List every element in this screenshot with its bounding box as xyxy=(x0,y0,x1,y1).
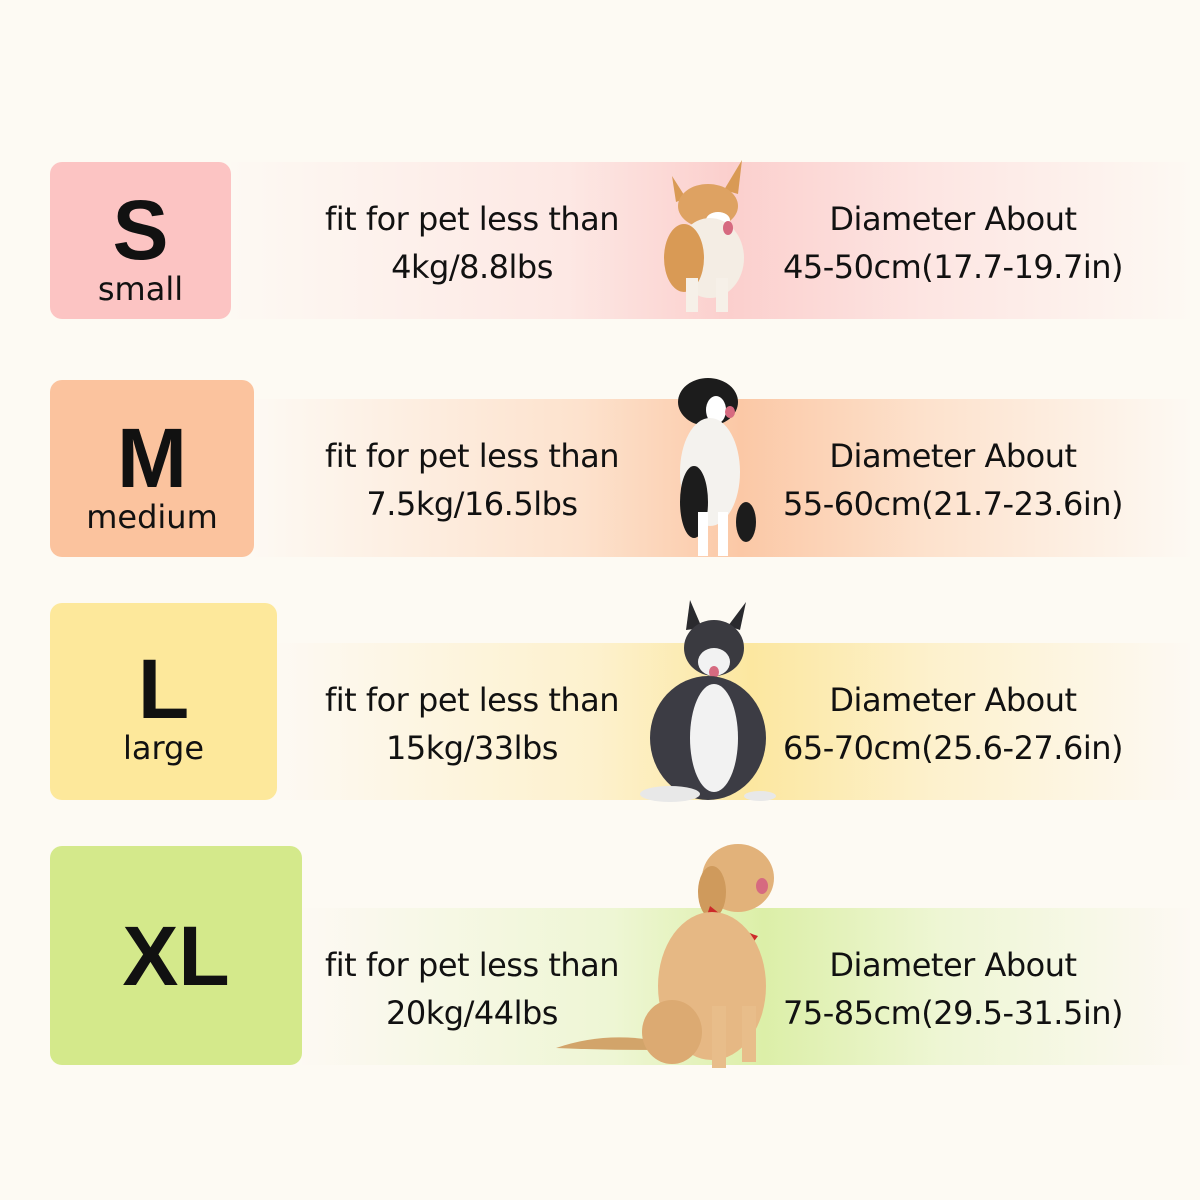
size-badge: S small xyxy=(50,162,231,319)
size-badge: M medium xyxy=(50,380,254,557)
size-letter: L xyxy=(137,641,190,736)
weight-value: 20kg/44lbs xyxy=(386,994,558,1032)
weight-value: 15kg/33lbs xyxy=(386,729,558,767)
size-name: medium xyxy=(86,497,218,536)
weight-value: 7.5kg/16.5lbs xyxy=(366,485,578,523)
size-name: large xyxy=(122,728,205,767)
size-badge: L large xyxy=(50,603,277,800)
size-badge: XL xyxy=(50,846,302,1065)
size-letter: XL xyxy=(122,908,230,1003)
husky-image xyxy=(640,600,776,802)
bed-diameter: Diameter About 55-60cm(21.7-23.6in) xyxy=(780,432,1126,528)
weight-label: fit for pet less than xyxy=(324,681,620,719)
diameter-value: 65-70cm(25.6-27.6in) xyxy=(783,729,1123,767)
bed-diameter: Diameter About 65-70cm(25.6-27.6in) xyxy=(780,676,1126,772)
diameter-label: Diameter About xyxy=(829,200,1077,238)
bed-diameter: Diameter About 75-85cm(29.5-31.5in) xyxy=(780,941,1126,1037)
size-name: small xyxy=(97,269,184,308)
weight-limit: fit for pet less than 20kg/44lbs xyxy=(312,941,632,1037)
bed-diameter: Diameter About 45-50cm(17.7-19.7in) xyxy=(780,195,1126,291)
diameter-label: Diameter About xyxy=(829,437,1077,475)
diameter-label: Diameter About xyxy=(829,946,1077,984)
weight-label: fit for pet less than xyxy=(324,200,620,238)
corgi-image xyxy=(664,160,744,312)
diameter-value: 45-50cm(17.7-19.7in) xyxy=(783,248,1123,286)
weight-label: fit for pet less than xyxy=(324,946,620,984)
weight-label: fit for pet less than xyxy=(324,437,620,475)
golden-retriever-image xyxy=(556,844,774,1068)
diameter-value: 55-60cm(21.7-23.6in) xyxy=(783,485,1123,523)
border-collie-image xyxy=(678,378,756,556)
weight-limit: fit for pet less than 4kg/8.8lbs xyxy=(312,195,632,291)
diameter-value: 75-85cm(29.5-31.5in) xyxy=(783,994,1123,1032)
weight-limit: fit for pet less than 15kg/33lbs xyxy=(312,676,632,772)
diameter-label: Diameter About xyxy=(829,681,1077,719)
size-letter: S xyxy=(112,182,169,277)
size-letter: M xyxy=(117,410,187,505)
weight-value: 4kg/8.8lbs xyxy=(391,248,553,286)
weight-limit: fit for pet less than 7.5kg/16.5lbs xyxy=(312,432,632,528)
